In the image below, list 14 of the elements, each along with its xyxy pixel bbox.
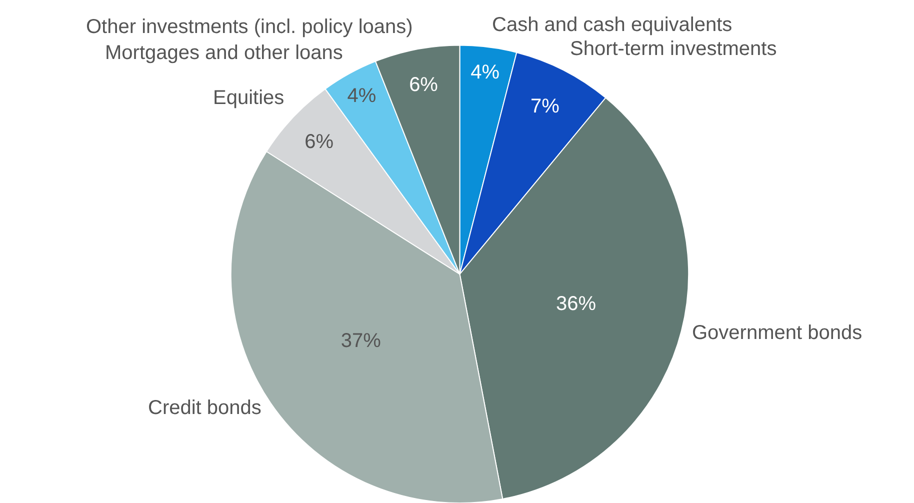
slice-label: Mortgages and other loans: [105, 42, 343, 64]
data-label: 4%: [470, 61, 500, 84]
data-label: 6%: [304, 131, 334, 154]
data-label: 6%: [409, 74, 438, 96]
data-label: 37%: [340, 330, 382, 352]
data-label: 4%: [347, 84, 376, 107]
slice-label: Other investments (incl. policy loans): [86, 16, 413, 38]
slice-label: Credit bonds: [148, 397, 262, 419]
slice-label: Equities: [213, 87, 284, 109]
slice-label: Short-term investments: [570, 38, 777, 60]
data-label: 36%: [556, 293, 596, 316]
slice-label: Cash and cash equivalents: [492, 14, 732, 36]
data-label: 7%: [530, 96, 560, 118]
slice-label: Government bonds: [692, 322, 862, 344]
